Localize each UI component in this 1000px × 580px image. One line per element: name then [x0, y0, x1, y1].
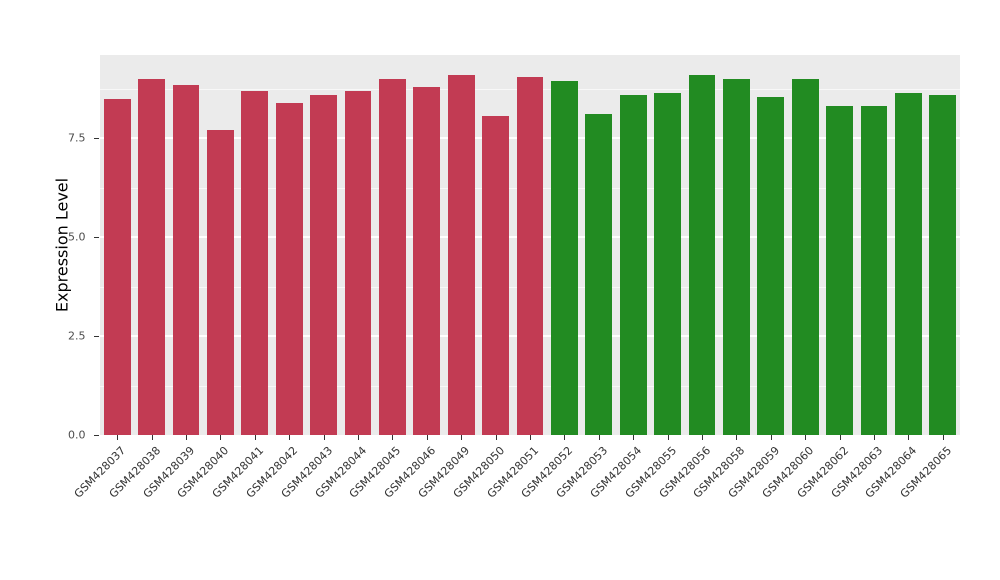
bar-GSM428060: [791, 78, 819, 435]
bar-GSM428037: [103, 98, 131, 435]
x-tick-mark: [736, 435, 738, 440]
x-tick-mark: [117, 435, 119, 440]
y-tick-label: 5.0: [68, 230, 86, 244]
bar-GSM428055: [654, 92, 681, 435]
x-tick-mark: [770, 435, 772, 440]
x-tick-mark: [254, 435, 256, 440]
y-tick-mark: [94, 336, 99, 338]
x-tick-mark: [564, 435, 566, 440]
y-tick-label: 0.0: [68, 428, 86, 442]
bar-GSM428053: [585, 114, 613, 435]
x-tick-mark: [220, 435, 222, 440]
bar-GSM428041: [241, 90, 269, 435]
x-tick-mark: [358, 435, 359, 440]
bar-GSM428065: [929, 94, 957, 435]
y-tick-mark: [94, 237, 99, 239]
x-tick-mark: [495, 435, 497, 440]
x-tick-mark: [942, 435, 944, 440]
bar-GSM428049: [447, 74, 475, 435]
x-tick-mark: [805, 435, 807, 440]
y-tick-mark: [94, 138, 99, 140]
x-tick-mark: [186, 435, 187, 440]
x-tick-mark: [874, 435, 875, 440]
bar-GSM428040: [206, 130, 234, 435]
bar-GSM428063: [860, 106, 888, 435]
x-tick-mark: [426, 435, 428, 440]
x-tick-mark: [598, 435, 600, 440]
bar-GSM428059: [757, 96, 785, 435]
x-tick-mark: [908, 435, 910, 440]
y-tick-label: 7.5: [68, 131, 86, 145]
bar-GSM428043: [310, 94, 337, 435]
bar-GSM428058: [722, 78, 750, 435]
bar-GSM428042: [275, 102, 303, 435]
bar-GSM428062: [826, 106, 853, 435]
x-tick-mark: [667, 435, 669, 440]
x-tick-mark: [323, 435, 325, 440]
bar-GSM428050: [482, 116, 509, 435]
x-tick-mark: [392, 435, 394, 440]
plot-panel: [100, 55, 960, 435]
bar-GSM428039: [172, 84, 200, 435]
x-tick-mark: [461, 435, 463, 440]
bar-GSM428052: [550, 80, 578, 435]
bar-GSM428054: [619, 94, 647, 435]
x-tick-mark: [530, 435, 531, 440]
x-tick-mark: [633, 435, 635, 440]
y-tick-mark: [94, 435, 99, 436]
bar-GSM428051: [516, 76, 544, 435]
x-tick-mark: [151, 435, 153, 440]
bar-GSM428038: [138, 78, 165, 435]
bar-GSM428045: [378, 78, 406, 435]
bar-GSM428064: [894, 92, 922, 435]
y-tick-label: 2.5: [68, 329, 86, 343]
x-tick-mark: [289, 435, 291, 440]
y-axis-title: Expression Level: [52, 177, 72, 313]
bar-GSM428044: [344, 90, 372, 435]
bar-GSM428046: [413, 86, 441, 435]
x-tick-mark: [839, 435, 841, 440]
bar-GSM428056: [688, 74, 716, 435]
x-tick-mark: [702, 435, 703, 440]
